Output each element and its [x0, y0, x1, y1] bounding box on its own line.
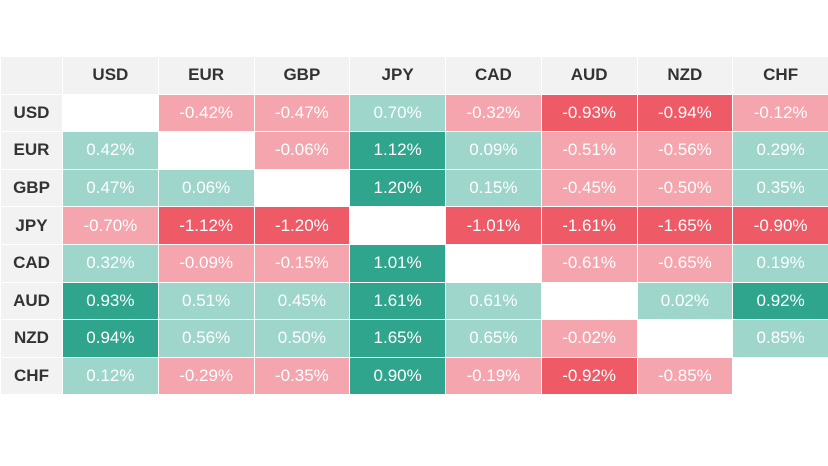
- heatmap-cell: 0.02%: [636, 281, 734, 321]
- heatmap-cell: 0.92%: [732, 281, 828, 321]
- heatmap-cell: 1.12%: [349, 131, 446, 170]
- heatmap-cell-empty: [540, 281, 638, 321]
- heatmap-cell-empty: [349, 206, 446, 245]
- heatmap-cell: 0.09%: [445, 131, 542, 170]
- heatmap-cell: -0.92%: [540, 356, 638, 396]
- heatmap-cell-empty: [157, 131, 255, 170]
- heatmap-cell: -0.32%: [445, 93, 542, 133]
- heatmap-cell: 0.32%: [62, 243, 159, 283]
- heatmap-cell: -1.65%: [636, 206, 734, 245]
- heatmap-cell: -0.85%: [636, 356, 734, 396]
- heatmap-cell: 0.85%: [732, 319, 828, 358]
- column-header: USD: [62, 56, 159, 95]
- column-header: AUD: [540, 56, 638, 95]
- column-header: NZD: [636, 56, 734, 95]
- heatmap-cell: 1.01%: [349, 243, 446, 283]
- heatmap-cell: 0.06%: [157, 168, 255, 208]
- heatmap-cell: 0.61%: [445, 281, 542, 321]
- heatmap-cell: -0.09%: [157, 243, 255, 283]
- heatmap-cell: 0.50%: [253, 319, 351, 358]
- heatmap-cell: 0.56%: [157, 319, 255, 358]
- heatmap-cell: 0.65%: [445, 319, 542, 358]
- heatmap-cell: -0.15%: [253, 243, 351, 283]
- heatmap-cell: 0.12%: [62, 356, 159, 396]
- column-header: JPY: [349, 56, 446, 95]
- heatmap-cell: -1.20%: [253, 206, 351, 245]
- header-row: USD EUR GBP JPY CAD AUD NZD CHF: [0, 56, 828, 95]
- row-header: CHF: [0, 356, 63, 396]
- row-header: CAD: [0, 243, 63, 283]
- heatmap-cell: 0.29%: [732, 131, 828, 170]
- row-header: EUR: [0, 131, 63, 170]
- row-header: NZD: [0, 319, 63, 358]
- heatmap-row: CAD 0.32% -0.09% -0.15% 1.01% -0.61% -0.65% 0.1…: [0, 243, 828, 283]
- heatmap-cell: -0.12%: [732, 93, 828, 133]
- heatmap-cell-empty: [636, 319, 734, 358]
- heatmap-cell: 1.65%: [349, 319, 446, 358]
- heatmap-cell: -0.70%: [62, 206, 159, 245]
- heatmap-cell: -0.02%: [540, 319, 638, 358]
- heatmap-cell: -0.19%: [445, 356, 542, 396]
- heatmap-cell-empty: [445, 243, 542, 283]
- heatmap-cell: 0.47%: [62, 168, 159, 208]
- heatmap-cell: -0.56%: [636, 131, 734, 170]
- heatmap-cell: -1.61%: [540, 206, 638, 245]
- heatmap-cell: -0.90%: [732, 206, 828, 245]
- heatmap-cell: 0.93%: [62, 281, 159, 321]
- row-header: USD: [0, 93, 63, 133]
- heatmap-cell: 1.20%: [349, 168, 446, 208]
- heatmap-cell: -0.50%: [636, 168, 734, 208]
- heatmap-cell: -1.01%: [445, 206, 542, 245]
- row-header: JPY: [0, 206, 63, 245]
- heatmap-cell: -0.29%: [157, 356, 255, 396]
- heatmap-row: AUD 0.93% 0.51% 0.45% 1.61% 0.61% 0.02% 0.92%: [0, 281, 828, 321]
- heatmap-row: CHF 0.12% -0.29% -0.35% 0.90% -0.19% -0.92% -0.…: [0, 356, 828, 396]
- heatmap-cell: 0.35%: [732, 168, 828, 208]
- heatmap-cell: 0.90%: [349, 356, 446, 396]
- heatmap-cell: -0.65%: [636, 243, 734, 283]
- heatmap-cell: 0.94%: [62, 319, 159, 358]
- heatmap-cell: -0.61%: [540, 243, 638, 283]
- heatmap-cell: -0.42%: [157, 93, 255, 133]
- row-header: GBP: [0, 168, 63, 208]
- heatmap-cell-empty: [732, 356, 828, 396]
- heatmap-row: NZD 0.94% 0.56% 0.50% 1.65% 0.65% -0.02% 0.85%: [0, 319, 828, 358]
- corner-cell: [0, 56, 63, 95]
- heatmap-cell: 0.51%: [157, 281, 255, 321]
- heatmap-cell: -0.47%: [253, 93, 351, 133]
- heatmap-cell-empty: [253, 168, 351, 208]
- heatmap-cell-empty: [62, 93, 159, 133]
- heatmap-cell: 1.61%: [349, 281, 446, 321]
- currency-heatmap: USD EUR GBP JPY CAD AUD NZD CHF USD -0.42…: [0, 56, 828, 396]
- heatmap-cell: -0.06%: [253, 131, 351, 170]
- heatmap-cell: 0.15%: [445, 168, 542, 208]
- heatmap-cell: -0.51%: [540, 131, 638, 170]
- heatmap-cell: 0.42%: [62, 131, 159, 170]
- heatmap-cell: -0.93%: [540, 93, 638, 133]
- heatmap-cell: -0.35%: [253, 356, 351, 396]
- heatmap-cell: 0.70%: [349, 93, 446, 133]
- heatmap-cell: -1.12%: [157, 206, 255, 245]
- heatmap-cell: 0.19%: [732, 243, 828, 283]
- heatmap-cell: 0.45%: [253, 281, 351, 321]
- column-header: CHF: [732, 56, 828, 95]
- column-header: CAD: [445, 56, 542, 95]
- column-header: EUR: [157, 56, 255, 95]
- heatmap-cell: -0.45%: [540, 168, 638, 208]
- column-header: GBP: [253, 56, 351, 95]
- heatmap-body: USD -0.42% -0.47% 0.70% -0.32% -0.93% -0.94% -0…: [0, 93, 828, 396]
- heatmap-row: GBP 0.47% 0.06% 1.20% 0.15% -0.45% -0.50% 0.35%: [0, 168, 828, 208]
- heatmap-row: USD -0.42% -0.47% 0.70% -0.32% -0.93% -0.94% -0…: [0, 93, 828, 133]
- row-header: AUD: [0, 281, 63, 321]
- heatmap-row: JPY -0.70% -1.12% -1.20% -1.01% -1.61% -1.65% -…: [0, 206, 828, 245]
- heatmap-cell: -0.94%: [636, 93, 734, 133]
- heatmap-row: EUR 0.42% -0.06% 1.12% 0.09% -0.51% -0.56% 0.29…: [0, 131, 828, 170]
